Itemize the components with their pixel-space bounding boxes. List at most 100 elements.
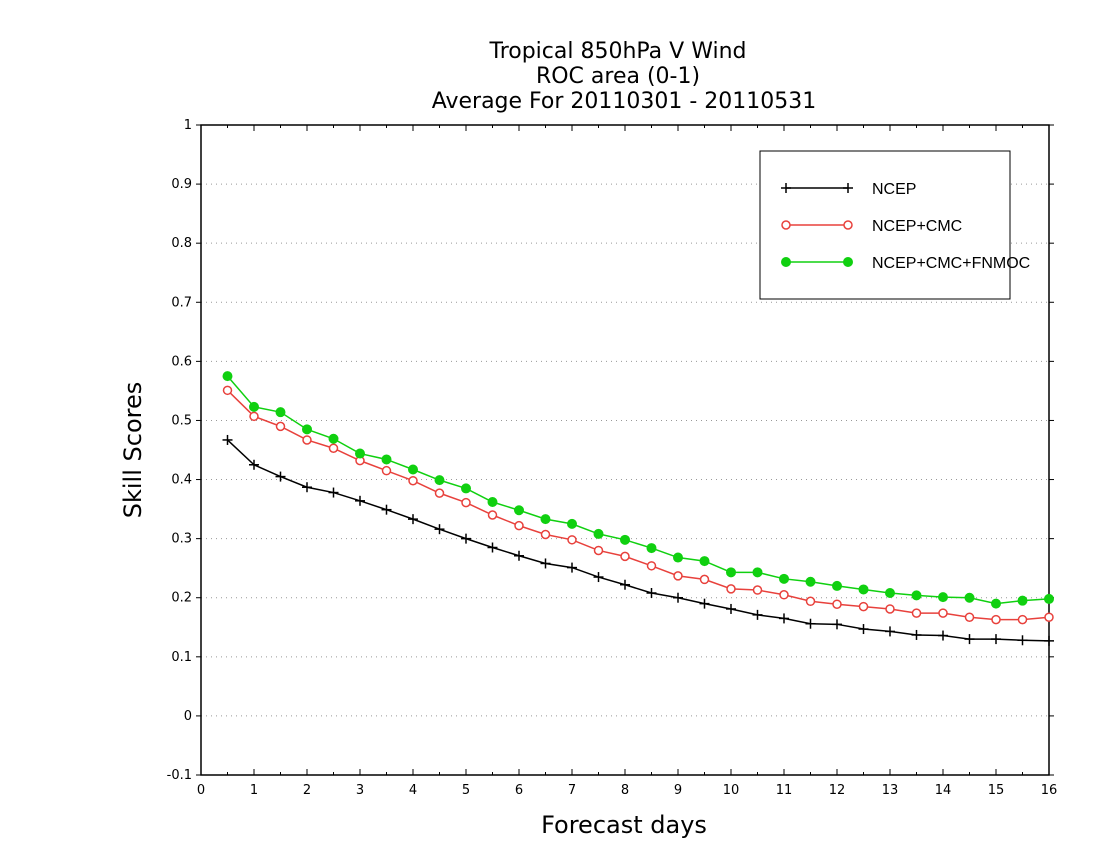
data-point [858,601,869,612]
data-point [1017,614,1028,625]
data-point [487,510,498,520]
x-tick-label: 2 [303,783,311,798]
data-point [434,488,445,498]
data-point [540,529,551,540]
data-point [991,634,1001,645]
data-point [514,520,524,531]
data-point [858,624,869,635]
series-line [226,439,1050,642]
legend-marker-start [781,183,791,193]
y-tick-label: 0.8 [171,236,192,251]
data-point [752,567,763,578]
data-point [858,584,869,595]
data-point [911,590,922,601]
data-point [805,576,816,587]
data-point [752,609,763,620]
x-tick-label: 10 [723,783,740,798]
data-point [328,487,339,498]
data-point [567,518,577,529]
data-point [885,588,895,598]
series-ncep-cmc [222,385,1054,625]
x-tick-label: 16 [1041,783,1058,798]
data-point [1044,612,1054,622]
data-point [540,558,551,569]
data-point [699,556,710,567]
data-point [1044,635,1054,646]
data-point [381,504,392,515]
legend: NCEP NCEP+CMC NCEP+CMC+FNMOC [759,150,1030,300]
data-point [408,464,418,475]
data-point [646,543,657,554]
data-point [302,482,312,493]
y-tick-label: 0.3 [171,532,192,547]
data-point [275,471,286,482]
data-point [726,603,736,614]
data-point [911,629,922,640]
data-point [355,495,365,506]
y-tick-label: 0.6 [171,354,192,369]
data-point [487,497,498,507]
x-axis-title: Forecast days [541,811,707,839]
title-line-1: Tropical 850hPa V Wind [488,39,746,64]
data-point [699,598,710,609]
data-point [381,454,392,465]
data-point [832,599,842,609]
x-tick-label: 11 [776,783,793,798]
data-point [752,585,763,595]
legend-marker-end [843,257,853,267]
data-point [540,514,551,525]
data-point [699,574,710,585]
data-point [222,385,233,396]
data-point [328,443,339,453]
y-tick-label: -0.1 [167,768,192,783]
data-point [964,592,975,603]
x-tick-label: 3 [356,783,364,798]
data-point [885,604,895,614]
series-line [226,389,1050,621]
x-tick-label: 5 [462,783,470,798]
data-point [779,613,789,624]
chart-title: Tropical 850hPa V Wind ROC area (0-1) Av… [432,39,817,114]
data-series [222,371,1054,646]
series-line [226,375,1050,605]
legend-label: NCEP+CMC+FNMOC [872,255,1030,272]
data-point [1044,593,1054,604]
data-point [779,590,789,600]
data-point [1017,635,1028,646]
data-point [461,497,471,508]
y-tick-label: 0.9 [171,177,192,192]
data-point [832,619,842,630]
y-tick-label: 0.4 [171,473,192,488]
data-point [222,371,233,382]
data-point [938,592,948,603]
data-point [805,596,816,607]
y-tick-label: 0.1 [171,650,192,665]
data-point [328,433,339,444]
data-point [673,552,683,563]
legend-marker-end [843,220,853,230]
data-point [381,465,392,476]
axes: -0.100.10.20.30.40.50.60.70.80.910 1 2 3 4 5 6… [167,118,1058,798]
data-point [593,528,604,539]
x-tick-label: 0 [197,783,205,798]
data-point [991,598,1001,609]
data-point [434,524,445,535]
data-point [646,588,657,598]
x-tick-label: 13 [882,783,899,798]
data-point [222,434,233,445]
data-point [593,572,604,583]
data-point [408,514,418,525]
legend-label: NCEP [872,181,916,198]
data-point [275,421,286,432]
data-point [620,579,630,590]
data-point [726,584,736,594]
x-tick-label: 1 [250,783,258,798]
data-point [620,551,630,562]
data-point [805,618,816,629]
data-point [514,550,524,561]
data-point [673,571,683,581]
legend-item: NCEP [781,181,916,198]
data-point [567,562,577,573]
